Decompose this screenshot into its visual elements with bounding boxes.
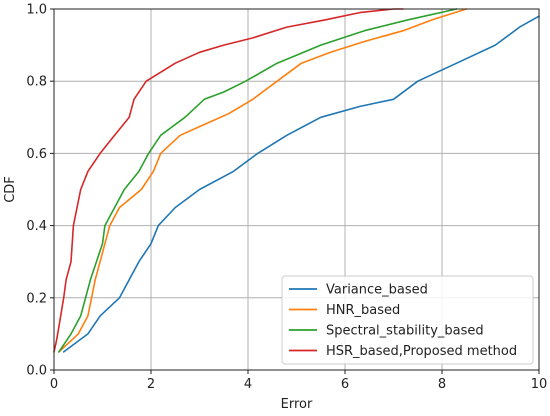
legend-label: Variance_based <box>326 283 428 298</box>
legend-box <box>281 275 534 365</box>
y-tick-label: 1.0 <box>26 3 47 18</box>
legend-entries: Variance_based HNR_based Spectral_stabilit… <box>289 283 517 359</box>
x-tick-label: 4 <box>244 377 252 392</box>
plot-frame <box>53 8 540 371</box>
x-axis-title: Error <box>281 397 313 412</box>
y-tick-label: 0.4 <box>26 219 47 234</box>
y-tick-label: 0.2 <box>26 291 47 306</box>
legend-label: HSR_based,Proposed method <box>326 344 517 359</box>
x-tick-label: 8 <box>438 377 446 392</box>
grid-lines <box>53 8 540 371</box>
x-tick-label: 6 <box>341 377 349 392</box>
x-tick-label: 2 <box>147 377 155 392</box>
y-tick-label: 0.8 <box>26 75 47 90</box>
series-line <box>58 8 458 353</box>
x-tick-label: 0 <box>50 377 58 392</box>
series-line <box>62 15 540 353</box>
y-tick-label: 0.6 <box>26 147 47 162</box>
axis-ticks: 0 2 4 6 8 10 0.0 0.2 0.4 0.6 0.8 1.0 <box>26 3 547 393</box>
legend-label: Spectral_stability_based <box>326 324 484 339</box>
series-line <box>58 8 468 353</box>
legend: Variance_based HNR_based Spectral_stabilit… <box>281 275 534 365</box>
y-axis-title: CDF <box>3 176 18 203</box>
legend-label: HNR_based <box>326 303 400 318</box>
series-lines <box>53 8 540 353</box>
y-tick-label: 0.0 <box>26 364 47 379</box>
x-tick-label: 10 <box>531 377 548 392</box>
series-line <box>53 8 405 353</box>
